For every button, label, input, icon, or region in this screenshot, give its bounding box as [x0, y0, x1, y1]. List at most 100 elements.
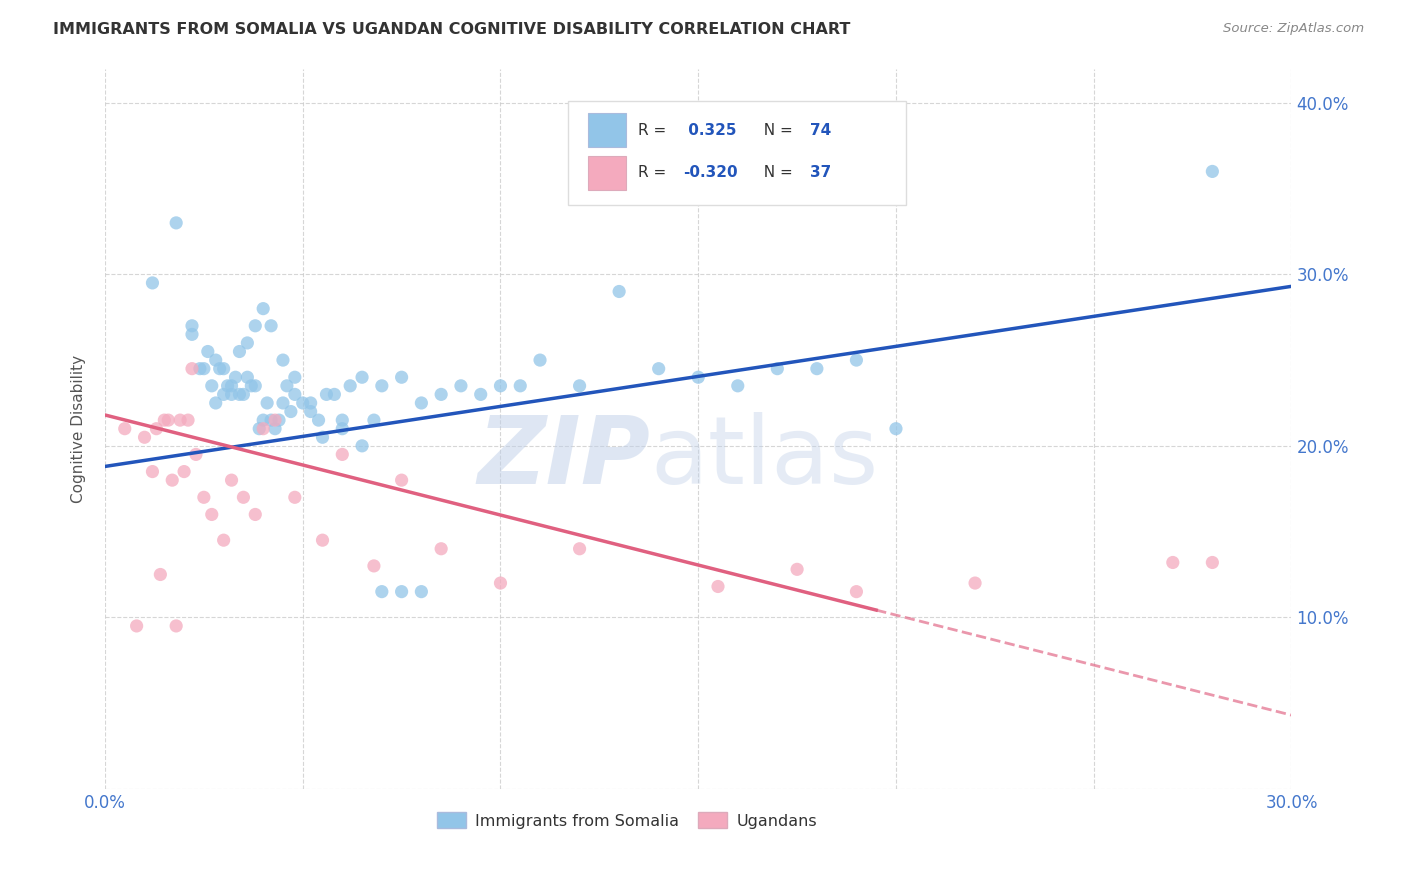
Point: [260, 318, 283, 333]
Text: N =: N =: [754, 165, 797, 180]
Point: [212, 387, 235, 401]
Point: [509, 379, 531, 393]
Text: ZIP: ZIP: [478, 411, 651, 503]
Point: [363, 413, 385, 427]
Point: [489, 576, 512, 591]
Point: [311, 430, 333, 444]
Point: [489, 379, 512, 393]
Text: atlas: atlas: [651, 411, 879, 503]
Point: [299, 396, 322, 410]
Point: [363, 558, 385, 573]
Point: [169, 413, 191, 427]
Point: [688, 370, 710, 384]
Point: [884, 422, 907, 436]
Point: [371, 584, 394, 599]
Point: [330, 447, 353, 461]
Point: [165, 619, 187, 633]
Point: [181, 327, 204, 342]
Point: [184, 447, 207, 461]
Point: [529, 353, 551, 368]
Point: [391, 473, 413, 487]
Point: [125, 619, 148, 633]
Point: [607, 285, 630, 299]
Text: R =: R =: [638, 122, 671, 137]
Point: [280, 404, 302, 418]
Point: [371, 379, 394, 393]
Point: [228, 344, 250, 359]
Point: [806, 361, 828, 376]
Point: [236, 335, 259, 350]
Text: 74: 74: [810, 122, 831, 137]
Bar: [588, 113, 626, 147]
Point: [330, 413, 353, 427]
Point: [411, 396, 433, 410]
Point: [1201, 164, 1223, 178]
Point: [284, 370, 307, 384]
Point: [727, 379, 749, 393]
Point: [284, 491, 307, 505]
Point: [845, 584, 868, 599]
Point: [224, 370, 246, 384]
Point: [1201, 556, 1223, 570]
Point: [339, 379, 361, 393]
Text: R =: R =: [638, 165, 671, 180]
Point: [188, 361, 211, 376]
Point: [141, 276, 163, 290]
Point: [212, 361, 235, 376]
Point: [391, 584, 413, 599]
Point: [181, 318, 204, 333]
Point: [134, 430, 156, 444]
Point: [193, 491, 215, 505]
Point: [845, 353, 868, 368]
Point: [315, 387, 337, 401]
Point: [271, 353, 294, 368]
Point: [204, 353, 226, 368]
Point: [311, 533, 333, 548]
Point: [212, 533, 235, 548]
Point: [965, 576, 987, 591]
Point: [330, 422, 353, 436]
Point: [430, 541, 453, 556]
Point: [236, 370, 259, 384]
Point: [193, 361, 215, 376]
Point: [160, 473, 183, 487]
Point: [245, 508, 267, 522]
Point: [391, 370, 413, 384]
Point: [299, 404, 322, 418]
Point: [228, 387, 250, 401]
Point: [173, 465, 195, 479]
Point: [217, 379, 239, 393]
Point: [291, 396, 314, 410]
Text: Source: ZipAtlas.com: Source: ZipAtlas.com: [1223, 22, 1364, 36]
Point: [157, 413, 180, 427]
Point: [568, 541, 591, 556]
Point: [221, 379, 243, 393]
Legend: Immigrants from Somalia, Ugandans: Immigrants from Somalia, Ugandans: [430, 805, 824, 835]
Point: [323, 387, 346, 401]
Point: [165, 216, 187, 230]
Text: 37: 37: [810, 165, 831, 180]
Point: [201, 379, 224, 393]
Point: [568, 379, 591, 393]
FancyBboxPatch shape: [568, 101, 905, 205]
Point: [264, 413, 287, 427]
Point: [766, 361, 789, 376]
Point: [208, 361, 231, 376]
Point: [232, 491, 254, 505]
Point: [450, 379, 472, 393]
Point: [245, 379, 267, 393]
Point: [245, 318, 267, 333]
Point: [201, 508, 224, 522]
Point: [352, 439, 374, 453]
Point: [260, 413, 283, 427]
Point: [267, 413, 290, 427]
Text: N =: N =: [754, 122, 797, 137]
Point: [153, 413, 176, 427]
Point: [284, 387, 307, 401]
Point: [240, 379, 263, 393]
Point: [707, 579, 730, 593]
Point: [221, 387, 243, 401]
Point: [252, 422, 274, 436]
Point: [264, 422, 287, 436]
Point: [271, 396, 294, 410]
